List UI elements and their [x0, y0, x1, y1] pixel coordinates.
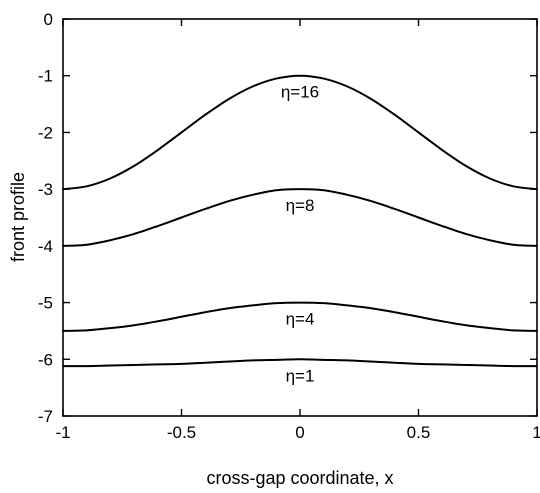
y-tick-label: -5: [38, 294, 53, 313]
y-tick-label: -6: [38, 350, 53, 369]
y-tick-label: -3: [38, 180, 53, 199]
x-tick-label: 0.5: [407, 423, 431, 442]
axis-ticks: [62, 18, 538, 417]
x-axis-label: cross-gap coordinate, x: [206, 468, 393, 488]
x-tick-label: -0.5: [167, 423, 196, 442]
series-line: [62, 301, 538, 332]
labels: -1 -0.5 0 0.5 1 0 -1 -2 -3 -4 -5 -6 -7 η=16 η=8 η=4 η=1: [38, 10, 540, 442]
series-label: η=4: [286, 310, 315, 329]
y-axis-label: front profile: [8, 172, 28, 262]
x-tick-label: -1: [55, 423, 70, 442]
plot-frame: [62, 18, 538, 417]
series-line: [62, 74, 538, 191]
y-tick-label: -4: [38, 237, 53, 256]
y-tick-label: -2: [38, 123, 53, 142]
series-label: η=8: [286, 196, 315, 215]
series-line: [62, 358, 538, 368]
x-tick-label: 1: [532, 423, 540, 442]
series-line: [62, 188, 538, 247]
curves: [62, 74, 538, 368]
y-tick-label: -1: [38, 67, 53, 86]
y-tick-label: 0: [44, 10, 53, 29]
x-tick-label: 0: [295, 423, 304, 442]
series-label: η=16: [281, 83, 319, 102]
y-tick-label: -7: [38, 407, 53, 426]
series-label: η=1: [286, 366, 315, 385]
